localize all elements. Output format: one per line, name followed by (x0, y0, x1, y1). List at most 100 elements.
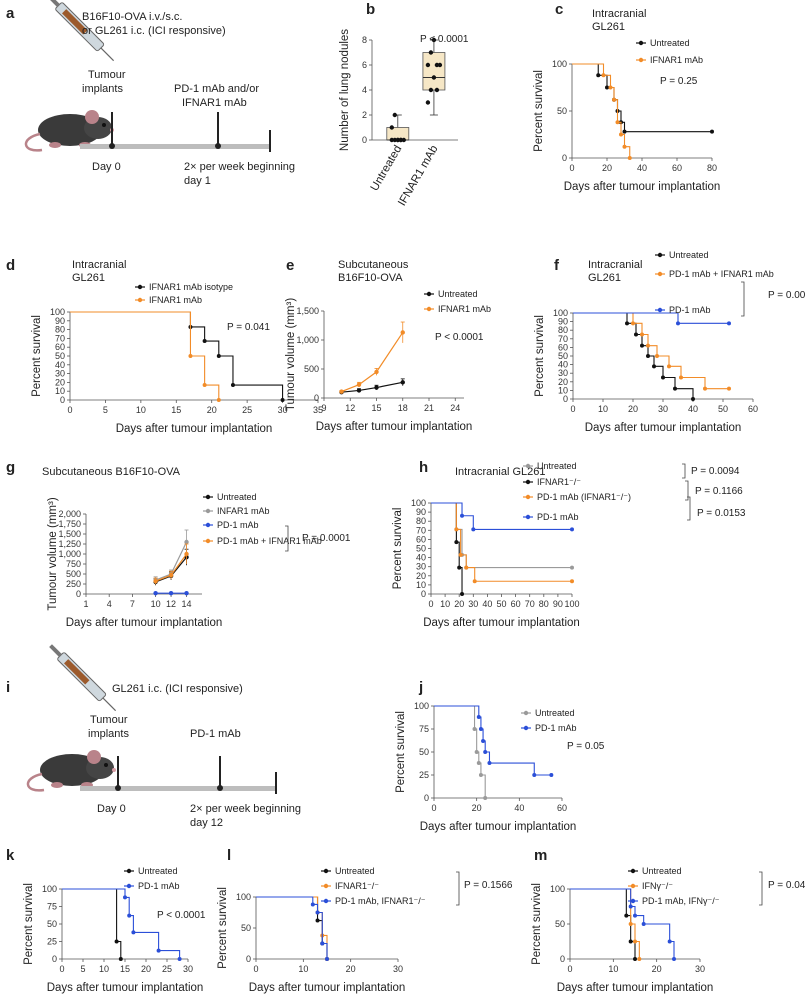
y-tick-label: 50 (557, 106, 567, 116)
x-axis-label: Days after tumour implantation (564, 181, 721, 193)
km-point (619, 132, 623, 137)
km-point (622, 129, 627, 134)
km-point (676, 321, 680, 326)
x-tick-label: 30 (658, 404, 668, 414)
chart-title: Intracranial (588, 259, 642, 271)
x-axis-label: Days after tumour implantation (116, 423, 273, 435)
y-tick-label: 25 (47, 937, 57, 947)
km-point (667, 364, 671, 369)
y-tick-label: 50 (558, 351, 568, 361)
bracket-g (285, 525, 289, 552)
km-point (460, 513, 465, 518)
chart-title: Subcutaneous (338, 259, 409, 271)
p-value: P < 0.0001 (157, 910, 206, 921)
legend-label: PD-1 mAb, IFNγ⁻/⁻ (642, 896, 720, 906)
km-point (471, 527, 476, 532)
legend-marker (525, 463, 531, 469)
km-point (483, 750, 488, 754)
data-point (428, 87, 434, 93)
x-tick-label: 10 (598, 404, 608, 414)
km-curve-PD-1 mAb (573, 312, 729, 324)
km-point (570, 527, 574, 532)
km-point (131, 930, 136, 935)
legend-marker (137, 284, 143, 290)
km-curve-PD-1 mAb, IFNAR1⁻/⁻ (256, 896, 328, 959)
chart-subtitle: B16F10-OVA (338, 272, 403, 284)
p-value: P < 0.0001 (435, 332, 484, 343)
y-tick-label: 0 (563, 394, 568, 404)
legend-marker (323, 868, 329, 874)
km-point (570, 579, 574, 584)
y-tick-label: 4 (362, 85, 367, 95)
legend-marker (638, 40, 644, 46)
panel-a-label: a (6, 5, 15, 22)
y-tick-label: 0 (76, 589, 81, 599)
km-point (216, 354, 221, 358)
y-tick-label: 90 (55, 316, 65, 326)
panel-a-sched1: 2× per week beginning (184, 161, 295, 173)
x-tick-label: 20 (207, 405, 217, 415)
km-curve-IFNAR1 mAb (572, 63, 631, 158)
legend-marker (205, 538, 211, 544)
x-tick-label: 30 (278, 405, 288, 415)
y-tick-label: 10 (416, 580, 426, 590)
y-tick-label: 1,250 (58, 539, 81, 549)
y-tick-label: 2 (362, 110, 367, 120)
km-point (625, 321, 629, 326)
y-tick-label: 20 (416, 571, 426, 581)
y-axis-label: Percent survival (533, 70, 545, 152)
y-tick-label: 1,000 (296, 335, 319, 345)
chart-title: Subcutaneous B16F10-OVA (42, 466, 181, 478)
y-tick-label: 500 (304, 364, 319, 374)
legend-marker (426, 291, 432, 297)
y-tick-label: 0 (560, 954, 565, 964)
x-tick-label: 20 (454, 599, 464, 609)
km-point (646, 343, 650, 348)
panel-a-sched2: day 1 (184, 175, 211, 187)
legend-marker (426, 306, 432, 312)
x-tick-label: 20 (472, 803, 482, 813)
x-axis-label: Days after tumour implantation (420, 821, 577, 833)
legend-label: IFNAR1 mAb (149, 295, 202, 305)
km-point (661, 375, 665, 380)
km-point (679, 375, 683, 380)
y-tick-label: 0 (421, 589, 426, 599)
km-curve-PD-1 mAb + IFNAR1 mAb (573, 312, 729, 390)
x-tick-label: 0 (570, 404, 575, 414)
y-tick-label: 100 (414, 701, 429, 711)
panel-i-sched1: 2× per week beginning (190, 803, 301, 815)
y-tick-label: 70 (558, 334, 568, 344)
legend-label: IFNγ⁻/⁻ (642, 881, 673, 891)
y-tick-label: 1,500 (296, 306, 319, 316)
km-point (596, 73, 601, 78)
x-tick-label: 14 (182, 599, 192, 609)
km-curve-Untreated (256, 896, 328, 959)
y-tick-label: 40 (55, 360, 65, 370)
legend-marker (630, 898, 636, 904)
km-point (727, 321, 731, 326)
x-tick-label: 100 (564, 599, 579, 609)
y-tick-label: 30 (416, 562, 426, 572)
bracket-f (741, 281, 745, 317)
legend-marker (205, 494, 211, 500)
x-tick-label: 0 (567, 964, 572, 974)
x-tick-label: 40 (637, 163, 647, 173)
km-point (230, 383, 235, 388)
y-axis-label: Percent survival (395, 711, 407, 793)
km-point (622, 144, 627, 149)
legend-label: PD-1 mAb (537, 512, 579, 522)
km-curve-Untreated (570, 888, 636, 959)
km-point (605, 85, 609, 90)
p-value: P = 0.1566 (464, 880, 513, 891)
x-tick-label: 30 (183, 964, 193, 974)
y-tick-label: 0 (52, 954, 57, 964)
y-tick-label: 100 (553, 308, 568, 318)
km-curve-IFNAR1⁻/⁻ (256, 896, 328, 959)
km-point (710, 129, 714, 134)
x-tick-label: 24 (450, 403, 460, 413)
x-tick-label: 1 (83, 599, 88, 609)
legend-label: PD-1 mAb (669, 305, 711, 315)
km-point (667, 939, 672, 944)
panel-i-day0: Day 0 (97, 803, 126, 815)
legend-label: INFAR1 mAb (217, 506, 270, 516)
